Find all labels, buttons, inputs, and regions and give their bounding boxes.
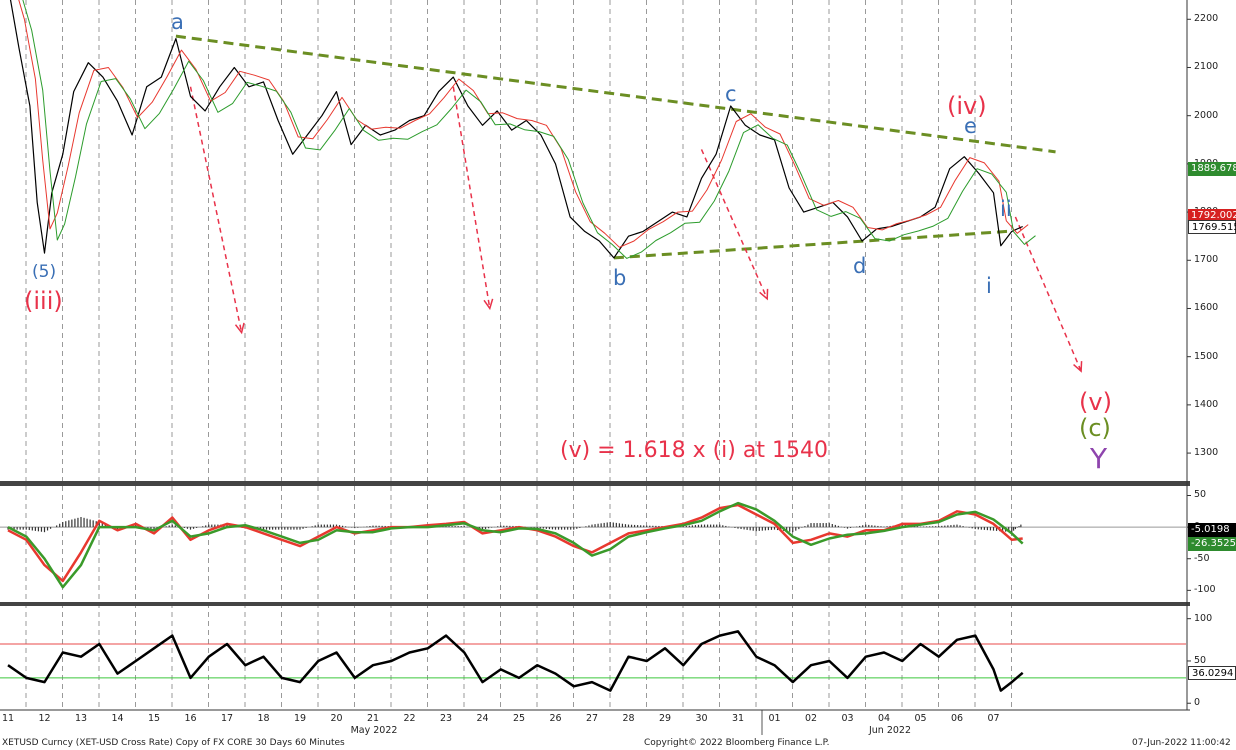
arrow-head <box>1073 361 1083 373</box>
wave-label-iii: (iii) <box>24 287 63 315</box>
panel-separator <box>0 481 1190 486</box>
x-tick-label: 15 <box>147 713 161 724</box>
series-line <box>7 503 1023 583</box>
price-tag: 1792.002 <box>1188 208 1236 223</box>
x-tick-label: 04 <box>877 713 891 724</box>
price-panel <box>9 0 1083 373</box>
series-line <box>22 0 1036 259</box>
target-annotation: (v) = 1.618 x (i) at 1540 <box>560 438 828 463</box>
panel-separator <box>0 602 1190 606</box>
gridlines <box>25 0 1012 735</box>
footer-right: 07-Jun-2022 11:00:42 <box>1132 738 1231 748</box>
arrow-head <box>483 298 494 311</box>
trendline <box>175 34 1056 154</box>
x-tick-label: 31 <box>731 713 745 724</box>
wave-label-c-green: (c) <box>1079 414 1111 442</box>
wave-label-i: i <box>986 274 992 298</box>
y-tick-label: 0 <box>1194 697 1201 709</box>
x-tick-label: 02 <box>804 713 818 724</box>
projection-arrow <box>700 149 768 300</box>
series-line <box>9 0 1023 259</box>
month-label: Jun 2022 <box>868 725 912 736</box>
projection-arrow <box>1014 216 1082 372</box>
footer-left: XETUSD Curncy (XET-USD Cross Rate) Copy … <box>2 738 345 748</box>
y-tick-label: 1300 <box>1194 447 1219 459</box>
series-line <box>7 630 1024 692</box>
wave-label-Y: Y <box>1090 442 1108 475</box>
y-tick-label: -50 <box>1194 552 1210 564</box>
projection-arrow <box>189 86 243 333</box>
arrow-head <box>234 322 245 335</box>
x-tick-label: 01 <box>768 713 781 724</box>
x-tick-label: 23 <box>439 713 453 724</box>
wave-label-a: a <box>171 10 184 34</box>
x-tick-label: 07 <box>987 713 1000 724</box>
wave-label-v: (v) <box>1079 388 1112 416</box>
y-tick-label: 1700 <box>1194 254 1219 266</box>
x-tick-label: 03 <box>841 713 854 724</box>
series-line <box>18 0 1029 248</box>
x-tick-label: 26 <box>549 713 562 724</box>
x-tick-label: 20 <box>330 713 343 724</box>
wave-label-ii: ii <box>1000 197 1012 221</box>
y-tick-label: 50 <box>1194 489 1207 501</box>
x-tick-label: 27 <box>585 713 599 724</box>
x-tick-label: 24 <box>476 713 489 724</box>
x-tick-label: 29 <box>658 713 672 724</box>
x-tick-label: 19 <box>293 713 307 724</box>
x-tick-label: 11 <box>1 713 15 724</box>
x-tick-label: 17 <box>220 713 234 724</box>
y-tick-label: 2000 <box>1194 109 1219 121</box>
y-tick-label: 2100 <box>1194 61 1219 73</box>
wave-label-c: c <box>725 82 737 106</box>
oscillator-panel <box>0 501 1186 589</box>
panel-frames <box>0 0 1191 711</box>
y-tick-label: 2200 <box>1194 13 1219 25</box>
x-tick-label: 05 <box>914 713 927 724</box>
arrow-head <box>759 288 769 301</box>
x-tick-label: 28 <box>622 713 635 724</box>
price-tag: -26.3525 <box>1188 536 1236 551</box>
x-tick-label: 13 <box>74 713 88 724</box>
projection-arrow <box>452 86 491 309</box>
price-tag: 1769.515 <box>1188 219 1236 234</box>
x-tick-label: 16 <box>184 713 197 724</box>
wave-label-d: d <box>853 254 867 278</box>
y-tick-label: 1400 <box>1194 398 1219 410</box>
price-tag: 1889.678 <box>1188 161 1236 176</box>
price-tag: 36.0294 <box>1188 665 1236 680</box>
y-tick-label: 100 <box>1194 612 1213 624</box>
x-tick-label: 06 <box>950 713 964 724</box>
x-tick-label: 14 <box>111 713 124 724</box>
x-tick-label: 18 <box>257 713 270 724</box>
footer-center: Copyright© 2022 Bloomberg Finance L.P. <box>644 738 830 748</box>
wave-label-5: (5) <box>32 262 57 282</box>
x-tick-label: 30 <box>695 713 708 724</box>
wave-label-iv: (iv) <box>947 92 987 120</box>
wave-label-e: e <box>964 114 977 138</box>
x-tick-label: 21 <box>366 713 380 724</box>
y-tick-label: 50 <box>1194 654 1207 666</box>
y-tick-label: 1500 <box>1194 350 1219 362</box>
y-tick-label: -100 <box>1194 584 1216 596</box>
rsi-panel <box>0 630 1186 692</box>
x-tick-label: 22 <box>403 713 416 724</box>
wave-label-b: b <box>613 266 627 290</box>
x-tick-label: 25 <box>512 713 526 724</box>
price-tag: -5.0198 <box>1188 523 1236 538</box>
month-label: May 2022 <box>350 725 398 736</box>
trendline <box>613 229 1009 260</box>
x-tick-label: 12 <box>38 713 51 724</box>
y-tick-label: 1600 <box>1194 302 1219 314</box>
series-line <box>7 501 1024 589</box>
